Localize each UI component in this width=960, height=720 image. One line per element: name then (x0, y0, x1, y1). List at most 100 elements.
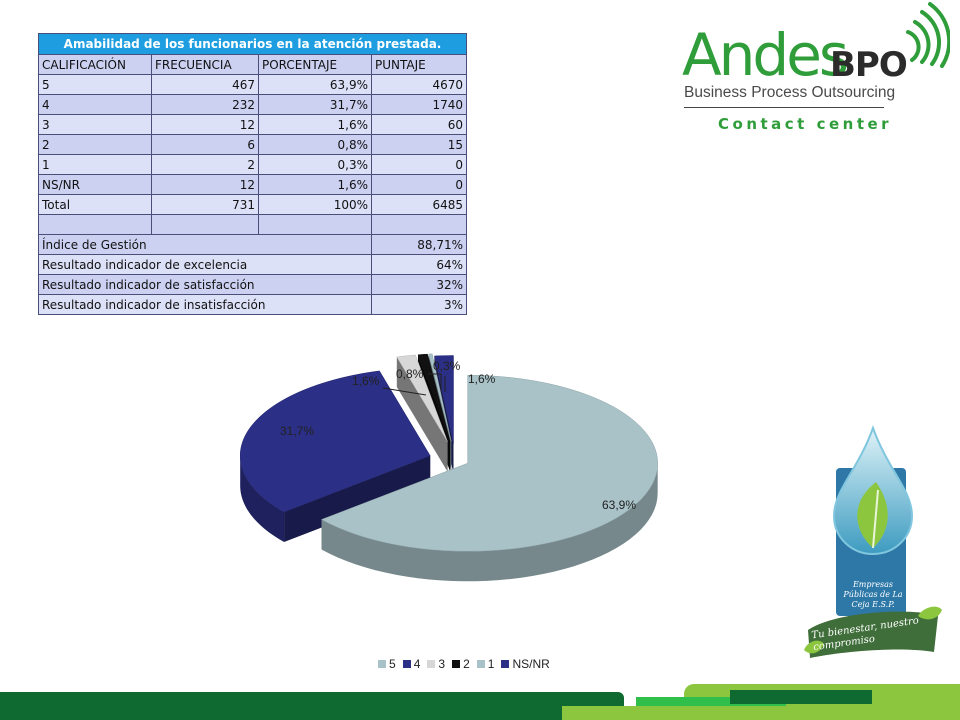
table-cell: 12 (151, 174, 259, 195)
signal-waves-icon (906, 2, 950, 68)
table-cell: 0 (370, 154, 468, 175)
pie-slice-3 (396, 354, 448, 472)
indicator-row: Resultado indicador de insatisfacción 3% (38, 294, 468, 315)
leader-line (382, 387, 427, 396)
legend-label: 3 (438, 657, 446, 671)
table-empty-cell (370, 214, 468, 235)
table-header-cell: CALIFICACIÓN (38, 54, 152, 75)
legend-swatch (452, 660, 461, 668)
table-row: 5 467 63,9% 4670 (38, 74, 468, 95)
data-label: 0,8% (396, 367, 424, 381)
indicator-label: Resultado indicador de satisfacción (38, 274, 372, 295)
table-cell: 2 (38, 134, 152, 155)
table-cell: NS/NR (38, 174, 152, 195)
logo-divider (684, 107, 884, 108)
leader-line (428, 373, 442, 390)
legend-swatch (501, 660, 510, 668)
table-cell: 232 (151, 94, 259, 115)
footer-bar-dark (0, 692, 624, 720)
table-cell: 6485 (370, 194, 468, 215)
legend-swatch (378, 660, 386, 668)
table-row: NS/NR 12 1,6% 0 (38, 174, 468, 195)
footer-bar-light-low (562, 706, 960, 720)
chart-legend: 5 4 3 2 1 NS/NR (378, 657, 553, 671)
table-cell: 60 (370, 114, 468, 135)
legend-item: 5 (378, 657, 396, 671)
brand-name: Andes (682, 21, 849, 89)
data-label: 1,6% (352, 374, 380, 388)
table-cell: 1 (38, 154, 152, 175)
table-empty-cell (258, 214, 372, 235)
table-cell: 731 (151, 194, 259, 215)
legend-item: 3 (427, 657, 445, 671)
table-cell: 4 (38, 94, 152, 115)
pie-slice-4 (240, 370, 431, 542)
table-row: 4 232 31,7% 1740 (38, 94, 468, 115)
indicator-label: Índice de Gestión (38, 234, 372, 255)
table-cell: 5 (38, 74, 152, 95)
brand-tagline: Business Process Outsourcing (684, 84, 896, 101)
footer-bar-accent (636, 697, 786, 706)
legend-swatch (427, 660, 436, 668)
table-cell: 1,6% (258, 174, 372, 195)
indicator-label: Resultado indicador de insatisfacción (38, 294, 372, 315)
brand-subtitle: Contact center (718, 115, 893, 133)
table-cell: 4670 (370, 74, 468, 95)
brand-suffix: BPO (830, 45, 908, 85)
table-header-cell: PORCENTAJE (258, 54, 372, 75)
table-cell: 1740 (370, 94, 468, 115)
pie-slice-5 (320, 375, 658, 582)
legend-label: NS/NR (512, 657, 550, 671)
legend-label: 5 (389, 657, 396, 671)
table-empty-row (38, 214, 468, 235)
table-empty-cell (151, 214, 259, 235)
legend-swatch (402, 660, 411, 668)
legend-item: 4 (402, 657, 421, 671)
table-cell: 12 (151, 114, 259, 135)
legend-label: 2 (463, 657, 470, 671)
indicator-value: 3% (370, 294, 468, 315)
indicator-value: 32% (370, 274, 468, 295)
indicator-row: Resultado indicador de satisfacción 32% (38, 274, 468, 295)
legend-swatch (476, 660, 485, 668)
indicator-row: Resultado indicador de excelencia 64% (38, 254, 468, 275)
legend-label: 4 (413, 657, 421, 671)
table-cell: 2 (151, 154, 259, 175)
footer-bar-dark-small (730, 690, 872, 704)
emblem-caption: Empresas Públicas de La Ceja E.S.P. (843, 580, 903, 609)
table-cell: 3 (38, 114, 152, 135)
table-empty-cell (38, 214, 152, 235)
legend-item: NS/NR (501, 657, 550, 671)
table-cell: 100% (258, 194, 372, 215)
table-cell: 0 (370, 174, 468, 195)
table-header-row: CALIFICACIÓN FRECUENCIA PORCENTAJE PUNTAJE (38, 54, 468, 75)
data-label: 63,9% (602, 498, 636, 512)
indicator-label: Resultado indicador de excelencia (38, 254, 372, 275)
table-cell: 0,3% (258, 154, 372, 175)
table-header-cell: FRECUENCIA (151, 54, 259, 75)
data-label: 0,3% (433, 359, 461, 373)
table-cell: 31,7% (258, 94, 372, 115)
empresas-publicas-emblem: Empresas Públicas de La Ceja E.S.P. Tu b… (798, 420, 948, 670)
pie-chart-svg: 63,9% 31,7% 1,6% 0,8% 0,3% 1,6% (240, 353, 658, 582)
table-cell: 63,9% (258, 74, 372, 95)
legend-item: 2 (452, 657, 470, 671)
table-cell: 1,6% (258, 114, 372, 135)
legend-item: 1 (476, 657, 494, 671)
table-cell: Total (38, 194, 152, 215)
table-title-row: Amabilidad de los funcionarios en la ate… (37, 33, 468, 55)
table-row: 3 12 1,6% 60 (38, 114, 468, 135)
data-label: 31,7% (280, 424, 314, 438)
table-cell: 15 (370, 134, 468, 155)
table-header-cell: PUNTAJE (370, 54, 468, 75)
indicator-value: 64% (370, 254, 468, 275)
table-cell: 0,8% (258, 134, 372, 155)
table-cell: 6 (151, 134, 259, 155)
water-drop-leaf-icon (804, 425, 942, 658)
stats-table: Amabilidad de los funcionarios en la ate… (37, 33, 468, 315)
table-row: 1 2 0,3% 0 (38, 154, 468, 175)
table-title: Amabilidad de los funcionarios en la ate… (37, 33, 468, 55)
andes-bpo-logo: Andes BPO Business Process Outsourcing C… (680, 0, 950, 140)
data-label: 1,6% (468, 372, 496, 386)
table-cell: 467 (151, 74, 259, 95)
